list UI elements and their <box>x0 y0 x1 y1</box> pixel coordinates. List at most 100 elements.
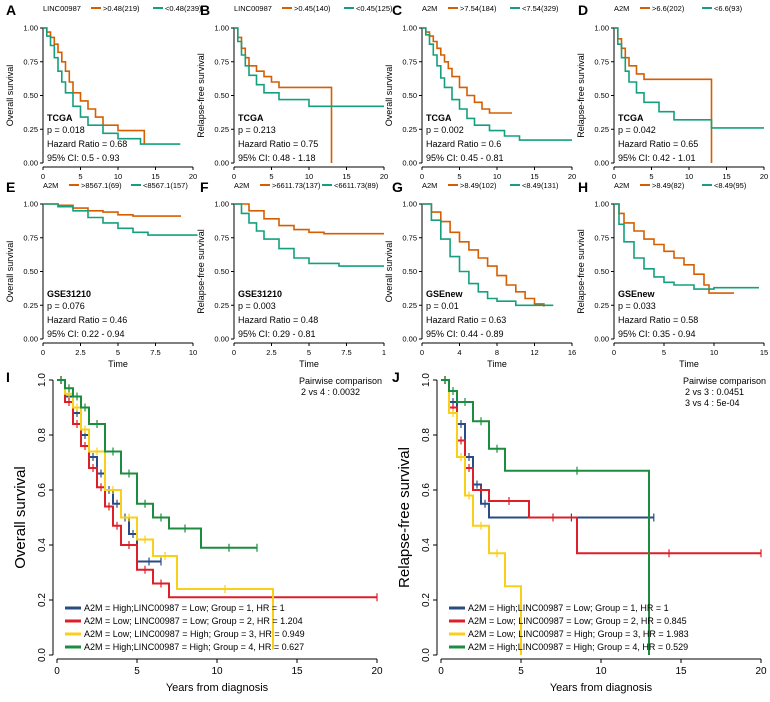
y-tick-label: 0.25 <box>402 301 417 310</box>
legend-label: >6611.73(137) <box>272 181 321 190</box>
x-tick-label: 10 <box>710 348 718 357</box>
panel-letter: J <box>392 369 400 385</box>
y-axis-label: Relapse-free survival <box>196 229 206 314</box>
panel-D: D A2M >6.6(202) <6.6(93) 0.00 0.25 0.50 0.75 1.0… <box>576 2 768 181</box>
x-tick-label: 5 <box>269 172 273 181</box>
y-tick-label: 0.6 <box>37 483 48 497</box>
legend-label: >8567.1(69) <box>81 181 122 190</box>
legend-title: A2M <box>422 181 437 190</box>
x-axis-label: Time <box>487 359 507 369</box>
p-value: p = 0.003 <box>238 301 276 311</box>
y-tick-label: 0.8 <box>37 428 48 442</box>
y-axis-label: Overall survival <box>5 241 15 303</box>
x-axis-label: Time <box>108 359 128 369</box>
pairwise-annotation: 2 vs 4 : 0.0032 <box>301 387 360 397</box>
x-axis-label: Time <box>299 359 319 369</box>
x-tick-label: 0 <box>612 348 616 357</box>
confidence-interval: 95% CI: 0.45 - 0.81 <box>426 153 504 163</box>
x-tick-label: 15 <box>722 172 730 181</box>
km-curve-high <box>43 203 181 217</box>
km-curve-group-3 <box>441 379 522 655</box>
y-tick-label: 0.25 <box>214 125 229 134</box>
x-tick-label: 2.5 <box>75 348 85 357</box>
y-tick-label: 0.25 <box>402 125 417 134</box>
cohort-label: TCGA <box>47 113 73 123</box>
y-tick-label: 0.50 <box>402 267 417 276</box>
x-tick-label: 16 <box>568 348 576 357</box>
legend-label: >0.45(140) <box>294 4 331 13</box>
y-tick-label: 0.75 <box>402 233 417 242</box>
y-tick-label: 0.25 <box>214 301 229 310</box>
panel-I: I 0.0 0.2 0.4 0.6 0.8 1.0 0 5 10 15 20 Overall survi… <box>6 369 383 694</box>
x-tick-label: 20 <box>755 666 767 677</box>
hazard-ratio: Hazard Ratio = 0.58 <box>618 315 698 325</box>
km-curve-low <box>43 203 198 236</box>
panel-B: B LINC00987 >0.45(140) <0.45(125) 0.00 0.25 0.… <box>196 2 393 181</box>
x-tick-label: 10 <box>685 172 693 181</box>
y-tick-label: 0.0 <box>37 648 48 662</box>
x-tick-label: 20 <box>189 172 197 181</box>
km-curve-low <box>43 27 181 145</box>
legend-label: >6.6(202) <box>652 4 685 13</box>
legend-label: A2M = High;LINC00987 = High; Group = 4, … <box>468 642 688 652</box>
legend-label: <8567.1(157) <box>143 181 188 190</box>
y-tick-label: 0.50 <box>402 91 417 100</box>
legend-label: >8.49(102) <box>460 181 497 190</box>
y-tick-label: 0.00 <box>23 335 38 344</box>
hazard-ratio: Hazard Ratio = 0.46 <box>47 315 127 325</box>
pairwise-annotation: Pairwise comparison <box>299 376 382 386</box>
y-tick-label: 0.00 <box>594 335 609 344</box>
confidence-interval: 95% CI: 0.22 - 0.94 <box>47 329 125 339</box>
y-tick-label: 0.0 <box>421 648 432 662</box>
x-tick-label: 5 <box>649 172 653 181</box>
x-tick-label: 1 <box>382 348 386 357</box>
x-tick-label: 20 <box>371 666 383 677</box>
x-tick-label: 20 <box>760 172 768 181</box>
x-tick-label: 15 <box>342 172 350 181</box>
cohort-label: TCGA <box>238 113 264 123</box>
y-tick-label: 0.75 <box>402 57 417 66</box>
legend-label: A2M = Low; LINC00987 = Low; Group = 2, H… <box>84 616 303 626</box>
y-tick-label: 1.0 <box>421 373 432 387</box>
km-curve-group-4 <box>57 379 257 549</box>
y-tick-label: 1.00 <box>594 24 609 33</box>
legend-label: <6611.73(89) <box>334 181 379 190</box>
y-tick-label: 0.00 <box>402 159 417 168</box>
legend-label: <0.48(239) <box>165 4 202 13</box>
legend-title: A2M <box>43 181 58 190</box>
km-curve-low <box>614 27 764 129</box>
legend-label: A2M = High;LINC00987 = High; Group = 4, … <box>84 642 304 652</box>
x-tick-label: 0 <box>232 172 236 181</box>
panel-letter: F <box>200 179 209 195</box>
y-axis-label: Overall survival <box>384 65 394 127</box>
y-tick-label: 0.50 <box>214 91 229 100</box>
y-tick-label: 0.50 <box>23 267 38 276</box>
x-tick-label: 10 <box>305 172 313 181</box>
x-tick-label: 10 <box>114 172 122 181</box>
y-tick-label: 0.25 <box>23 125 38 134</box>
x-tick-label: 0 <box>232 348 236 357</box>
km-curve-low <box>234 27 384 108</box>
y-tick-label: 0.50 <box>594 267 609 276</box>
y-tick-label: 0.75 <box>23 233 38 242</box>
y-tick-label: 1.00 <box>214 24 229 33</box>
legend-label: <8.49(131) <box>522 181 559 190</box>
hazard-ratio: Hazard Ratio = 0.68 <box>47 139 127 149</box>
y-tick-label: 0.00 <box>214 159 229 168</box>
km-curve-group-4 <box>441 379 650 655</box>
confidence-interval: 95% CI: 0.5 - 0.93 <box>47 153 120 163</box>
km-curve-low <box>422 27 572 141</box>
x-tick-label: 0 <box>420 348 424 357</box>
x-tick-label: 5 <box>518 666 524 677</box>
x-axis-label: Time <box>679 359 699 369</box>
legend-label: >7.54(184) <box>460 4 497 13</box>
km-curve-high <box>422 27 512 114</box>
confidence-interval: 95% CI: 0.44 - 0.89 <box>426 329 504 339</box>
legend-label: >0.48(219) <box>103 4 140 13</box>
legend-label: A2M = Low; LINC00987 = Low; Group = 2, H… <box>468 616 687 626</box>
panel-letter: A <box>6 2 16 18</box>
legend-label: A2M = Low; LINC00987 = High; Group = 3, … <box>84 629 305 639</box>
km-curve-high <box>234 203 384 235</box>
legend-title: LINC00987 <box>43 4 81 13</box>
y-axis-label: Overall survival <box>384 241 394 303</box>
